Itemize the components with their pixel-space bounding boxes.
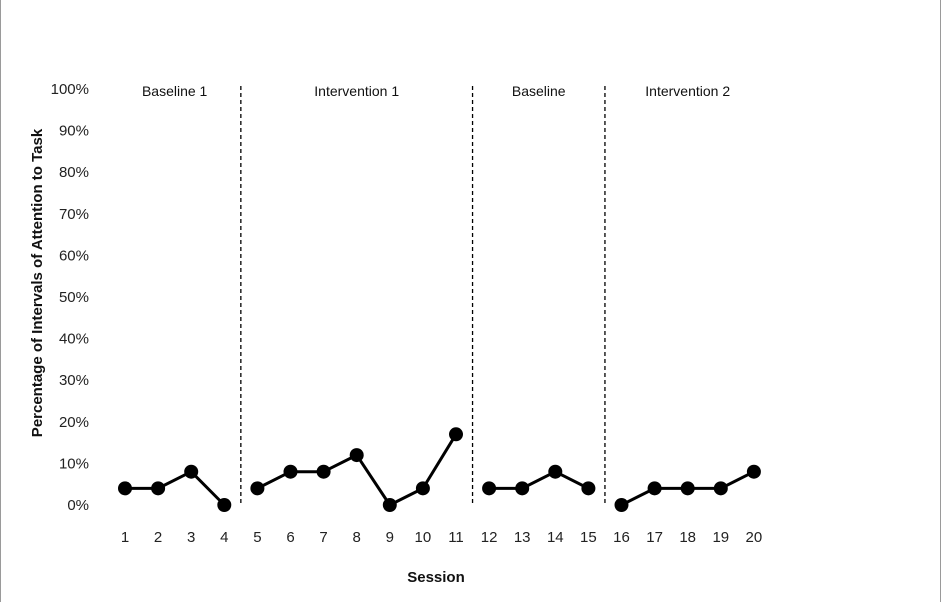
phase-change-lines	[240, 86, 606, 506]
data-point	[548, 464, 563, 479]
phase-label: Baseline 1	[142, 83, 208, 99]
y-tick-label: 60%	[59, 247, 89, 264]
series-line	[489, 470, 590, 490]
x-tick-label: 17	[646, 529, 663, 546]
x-tick-label: 13	[514, 529, 531, 546]
x-tick-label: 10	[415, 529, 432, 546]
x-tick-label: 3	[187, 529, 195, 546]
phase-labels: Baseline 1 Intervention 1 Baseline Interven…	[142, 83, 730, 99]
x-tick-label: 8	[353, 529, 361, 546]
x-axis-title: Session	[407, 569, 465, 586]
data-point	[151, 481, 166, 496]
series-line	[125, 470, 226, 507]
y-tick-label: 50%	[59, 289, 89, 306]
data-point	[316, 464, 331, 479]
x-tick-label: 6	[286, 529, 294, 546]
x-axis-ticks: 1 2 3 4 5 6 7 8 9 10 11 12 13 14 15 16 17 18 19 20	[121, 529, 762, 546]
data-point	[746, 464, 761, 479]
x-tick-label: 9	[386, 529, 394, 546]
y-tick-label: 20%	[59, 414, 89, 431]
x-tick-label: 11	[448, 529, 464, 546]
data-point	[515, 481, 530, 496]
x-tick-label: 19	[712, 529, 729, 546]
data-point	[614, 498, 629, 512]
data-point	[283, 464, 298, 479]
x-tick-label: 12	[481, 529, 498, 546]
phase-label: Intervention 2	[645, 83, 730, 99]
data-points	[118, 427, 761, 512]
x-tick-label: 18	[679, 529, 696, 546]
data-point	[184, 464, 199, 479]
data-point	[647, 481, 662, 496]
y-axis-title: Percentage of Intervals of Attention to …	[29, 128, 46, 437]
y-tick-label: 100%	[51, 81, 89, 98]
x-tick-label: 5	[253, 529, 261, 546]
series-lines	[125, 433, 755, 507]
y-tick-label: 40%	[59, 331, 89, 348]
data-point	[482, 481, 497, 496]
x-tick-label: 4	[220, 529, 228, 546]
x-tick-label: 20	[746, 529, 763, 546]
data-point	[680, 481, 695, 496]
y-tick-label: 30%	[59, 372, 89, 389]
data-point	[713, 481, 728, 496]
y-tick-label: 10%	[59, 455, 89, 472]
x-tick-label: 2	[154, 529, 162, 546]
y-tick-label: 90%	[59, 123, 89, 140]
x-tick-label: 16	[613, 529, 630, 546]
y-tick-label: 70%	[59, 206, 89, 223]
phase-label: Intervention 1	[314, 83, 399, 99]
x-tick-label: 15	[580, 529, 597, 546]
x-tick-label: 14	[547, 529, 564, 546]
data-point	[250, 481, 265, 496]
x-tick-label: 7	[319, 529, 327, 546]
data-point	[118, 481, 132, 496]
phase-label: Baseline	[512, 83, 566, 99]
y-tick-label: 0%	[67, 497, 89, 514]
data-point	[449, 427, 463, 442]
data-point	[415, 481, 430, 496]
y-axis-ticks: 0% 10% 20% 30% 40% 50% 60% 70% 80% 90% 100%	[51, 81, 89, 514]
data-point	[581, 481, 596, 496]
data-point	[382, 498, 397, 512]
data-point	[217, 498, 232, 512]
data-point	[349, 448, 364, 463]
y-tick-label: 80%	[59, 164, 89, 181]
x-tick-label: 1	[121, 529, 129, 546]
